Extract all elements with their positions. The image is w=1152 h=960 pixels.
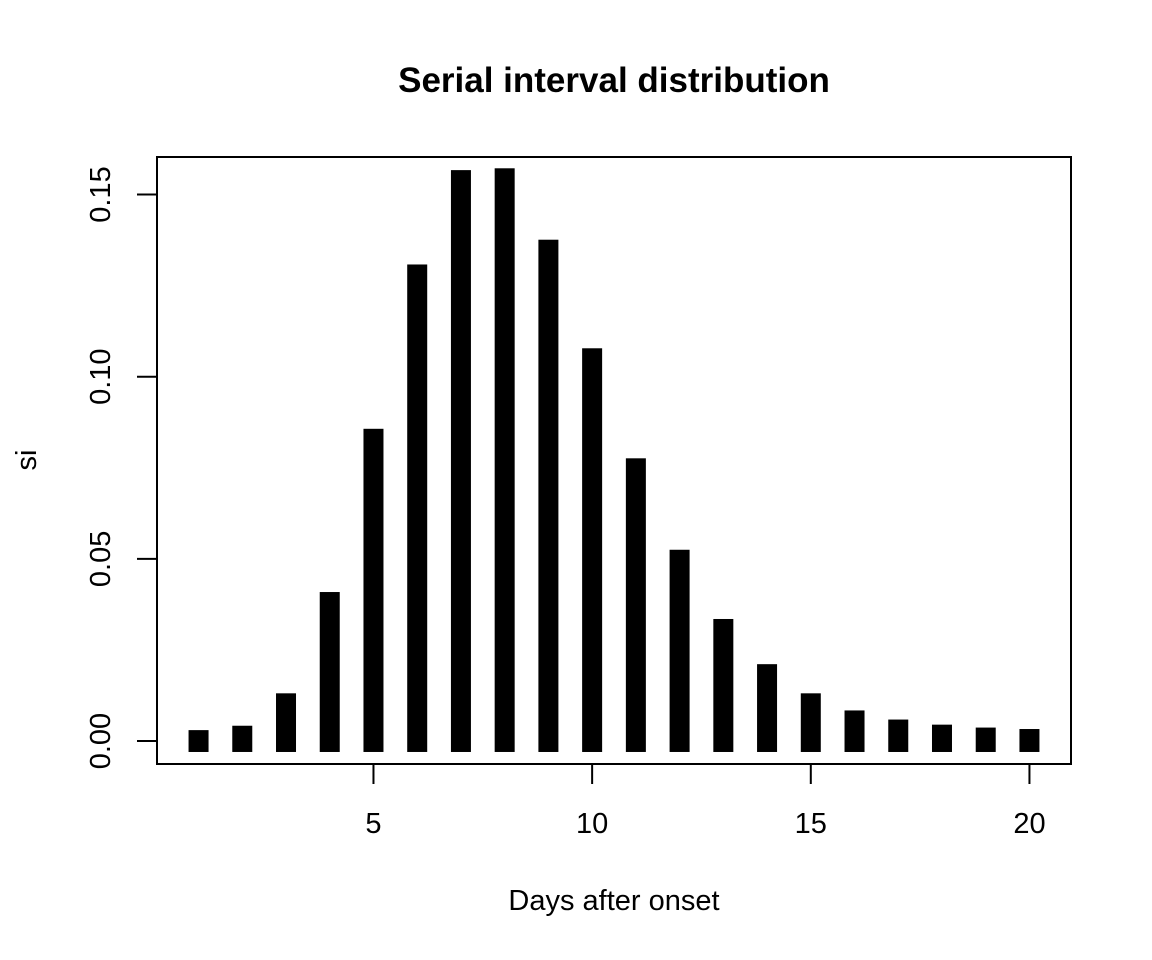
x-axis-title: Days after onset <box>508 885 719 917</box>
plot-frame <box>156 156 1072 765</box>
bar-day-16 <box>844 710 865 752</box>
bars <box>188 168 1040 752</box>
bar-day-1 <box>188 730 209 752</box>
x-tick-label-20: 20 <box>1013 808 1045 840</box>
bar-day-13 <box>713 618 734 752</box>
bar-day-9 <box>538 239 559 752</box>
x-axis: 5 10 15 20 <box>365 764 1046 840</box>
bar-day-18 <box>931 724 952 752</box>
bar-day-17 <box>888 719 909 752</box>
bar-day-19 <box>975 727 996 752</box>
bar-day-11 <box>625 458 646 752</box>
bar-day-3 <box>276 693 297 752</box>
bar-day-10 <box>582 348 603 752</box>
bar-day-2 <box>232 725 253 752</box>
chart-title: Serial interval distribution <box>398 61 830 100</box>
bar-day-7 <box>450 170 471 752</box>
x-tick-label-5: 5 <box>365 808 381 840</box>
bar-day-4 <box>319 592 340 752</box>
bar-day-12 <box>669 549 690 752</box>
y-tick-label-0: 0.00 <box>85 713 117 769</box>
bar-day-6 <box>407 264 428 752</box>
x-tick-label-15: 15 <box>795 808 827 840</box>
y-axis-title: si <box>11 450 43 471</box>
bar-day-8 <box>494 168 515 752</box>
bar-day-15 <box>800 693 821 752</box>
bar-day-5 <box>363 428 384 752</box>
bar-day-14 <box>757 664 778 752</box>
x-tick-label-10: 10 <box>576 808 608 840</box>
y-tick-label-3: 0.15 <box>85 166 117 222</box>
bar-day-20 <box>1019 729 1040 752</box>
y-tick-label-1: 0.05 <box>85 531 117 587</box>
y-tick-label-2: 0.10 <box>85 348 117 404</box>
y-axis: 0.00 0.05 0.10 0.15 <box>85 166 157 769</box>
